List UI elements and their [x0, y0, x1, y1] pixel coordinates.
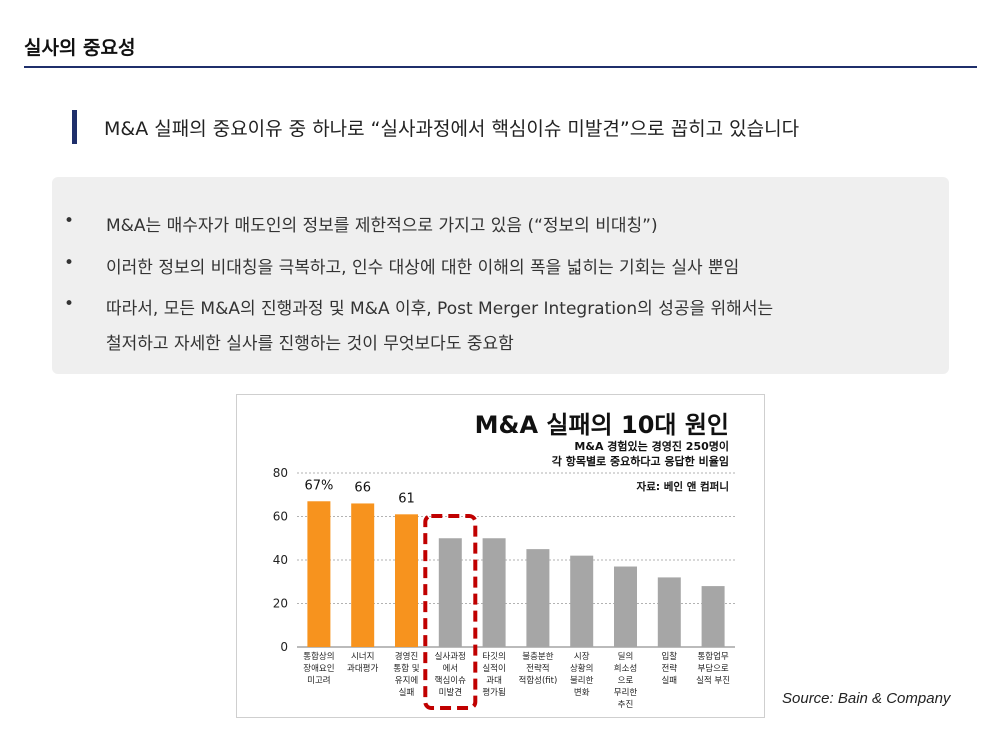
x-tick-label: 장애요인: [303, 663, 334, 674]
x-tick-label: 통합상의: [303, 651, 334, 662]
y-tick-label: 0: [280, 640, 288, 654]
x-tick-label: 변화: [574, 687, 590, 698]
x-tick-label: 평가됨: [482, 687, 505, 698]
bar: [657, 577, 681, 647]
x-tick-label: 전략: [661, 663, 677, 674]
x-tick-label: 핵심이슈: [435, 675, 466, 686]
x-tick-label: 희소성: [614, 663, 637, 674]
bar: [526, 549, 550, 647]
bullet-dot: •: [64, 294, 75, 314]
x-tick-label: 입찰: [661, 651, 677, 662]
y-tick-label: 20: [273, 597, 288, 611]
x-tick-label: 미발견: [439, 687, 462, 698]
title-divider: [24, 66, 977, 68]
chart-frame: M&A 실패의 10대 원인 M&A 경험있는 경영진 250명이 각 항목별로 중…: [236, 394, 765, 718]
bullet-box: [52, 177, 949, 374]
x-tick-label: 통합 및: [393, 663, 419, 674]
x-tick-label: 추진: [618, 699, 634, 710]
x-tick-label: 실적이: [482, 663, 505, 674]
y-tick-label: 60: [273, 510, 288, 524]
x-tick-label: 에서: [442, 664, 458, 674]
bar: [701, 586, 725, 647]
x-tick-label: 전략적: [526, 663, 549, 674]
bar: [307, 501, 331, 647]
y-tick-label: 80: [273, 466, 288, 480]
x-tick-label: 불충분한: [522, 651, 553, 662]
bullet-text: 따라서, 모든 M&A의 진행과정 및 M&A 이후, Post Merger …: [106, 299, 774, 319]
chart-title: M&A 실패의 10대 원인: [475, 411, 729, 439]
bar: [438, 538, 462, 647]
x-tick-label: 통합업무: [697, 652, 728, 662]
bullet-dot: •: [64, 253, 75, 273]
bullet-text: M&A는 매수자가 매도인의 정보를 제한적으로 가지고 있음 (“정보의 비대…: [106, 216, 658, 236]
x-tick-label: 딜의: [618, 651, 634, 662]
x-tick-label: 타깃의: [482, 651, 505, 662]
page-title: 실사의 중요성: [24, 37, 136, 59]
data-label: 61: [398, 491, 415, 506]
chart-subtitle-line: M&A 경험있는 경영진 250명이: [574, 439, 729, 453]
source-note: Source: Bain & Company: [782, 690, 951, 707]
x-tick-label: 적합성(fit): [519, 675, 558, 686]
bullet-text: 이러한 정보의 비대칭을 극복하고, 인수 대상에 대한 이해의 폭을 넓히는 …: [106, 258, 740, 278]
x-tick-label: 미고려: [307, 675, 330, 686]
x-tick-label: 시장: [574, 651, 590, 662]
x-tick-label: 불리한: [570, 675, 594, 686]
y-tick-label: 40: [273, 553, 288, 567]
headline: M&A 실패의 중요이유 중 하나로 “실사과정에서 핵심이슈 미발견”으로 꼽…: [104, 118, 800, 140]
x-tick-label: 유지에: [395, 676, 418, 686]
bar: [614, 566, 637, 647]
chart-source-note: 자료: 베인 앤 컴퍼니: [637, 480, 729, 493]
x-tick-label: 실패: [661, 675, 677, 686]
x-tick-label: 으로: [618, 676, 634, 686]
bar: [570, 555, 594, 647]
bullet-dot: •: [64, 211, 75, 231]
bar: [351, 503, 375, 647]
bullet-continuation: 철저하고 자세한 실사를 진행하는 것이 무엇보다도 중요함: [106, 334, 514, 354]
x-tick-label: 실적 부진: [696, 675, 730, 686]
data-label: 67%: [304, 478, 333, 493]
x-tick-label: 실패: [399, 687, 415, 698]
bar: [482, 538, 506, 647]
x-tick-label: 과대: [486, 676, 502, 686]
headline-accent-bar: [72, 110, 77, 144]
x-tick-label: 상황의: [570, 663, 593, 674]
emphasis-box: [423, 514, 478, 710]
data-label: 66: [354, 480, 371, 495]
x-tick-label: 경영진: [395, 651, 418, 662]
x-tick-label: 과대평가: [347, 663, 378, 674]
x-tick-label: 부담으로: [697, 663, 728, 674]
chart-subtitle-line: 각 항목별로 중요하다고 응답한 비율임: [552, 454, 729, 468]
x-tick-label: 시너지: [351, 651, 374, 662]
bar: [395, 514, 418, 647]
x-tick-label: 실사과정: [435, 651, 466, 662]
x-tick-label: 무리한: [614, 688, 638, 698]
